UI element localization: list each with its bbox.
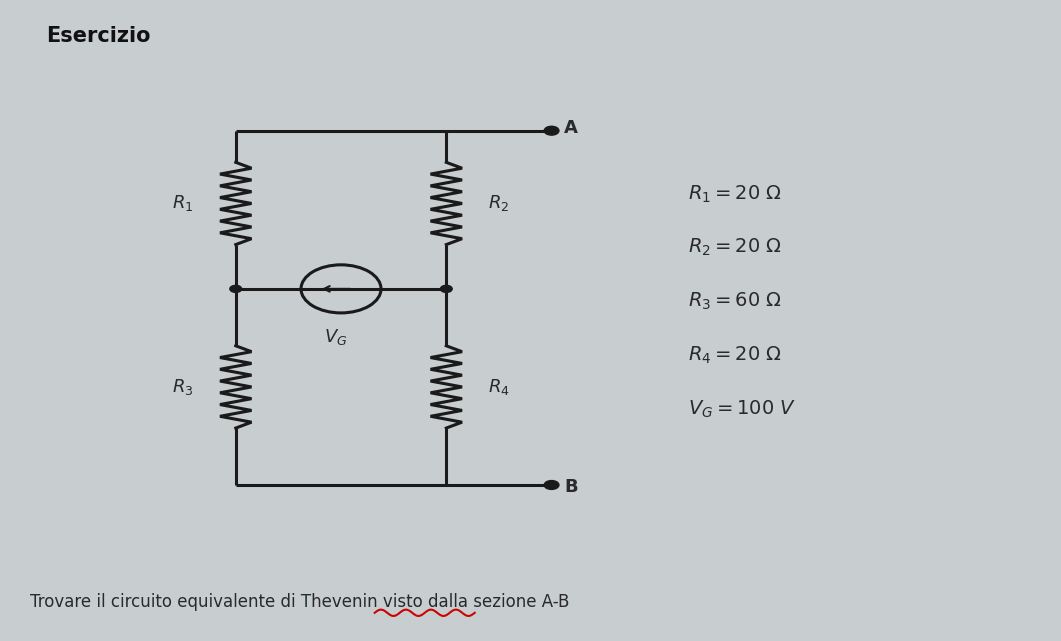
Text: $R_1$: $R_1$ [172,194,194,213]
Circle shape [230,285,242,292]
Circle shape [544,126,559,135]
Text: $R_4 = 20\ \Omega$: $R_4 = 20\ \Omega$ [689,345,782,366]
Text: $R_3$: $R_3$ [172,377,194,397]
Circle shape [544,481,559,490]
Text: Trovare il circuito equivalente di Thevenin visto dalla sezione A-B: Trovare il circuito equivalente di Theve… [31,593,570,611]
Text: B: B [564,478,578,496]
Text: Esercizio: Esercizio [47,26,151,46]
Text: $V_G = 100\ V$: $V_G = 100\ V$ [689,399,797,420]
Text: $R_2$: $R_2$ [488,194,509,213]
Text: $R_4$: $R_4$ [488,377,510,397]
Text: $R_2 = 20\ \Omega$: $R_2 = 20\ \Omega$ [689,237,782,258]
Text: $R_1 = 20\ \Omega$: $R_1 = 20\ \Omega$ [689,183,782,204]
Text: A: A [564,119,578,137]
Circle shape [440,285,452,292]
Text: $V_G$: $V_G$ [324,327,348,347]
Text: $R_3 = 60\ \Omega$: $R_3 = 60\ \Omega$ [689,291,782,312]
